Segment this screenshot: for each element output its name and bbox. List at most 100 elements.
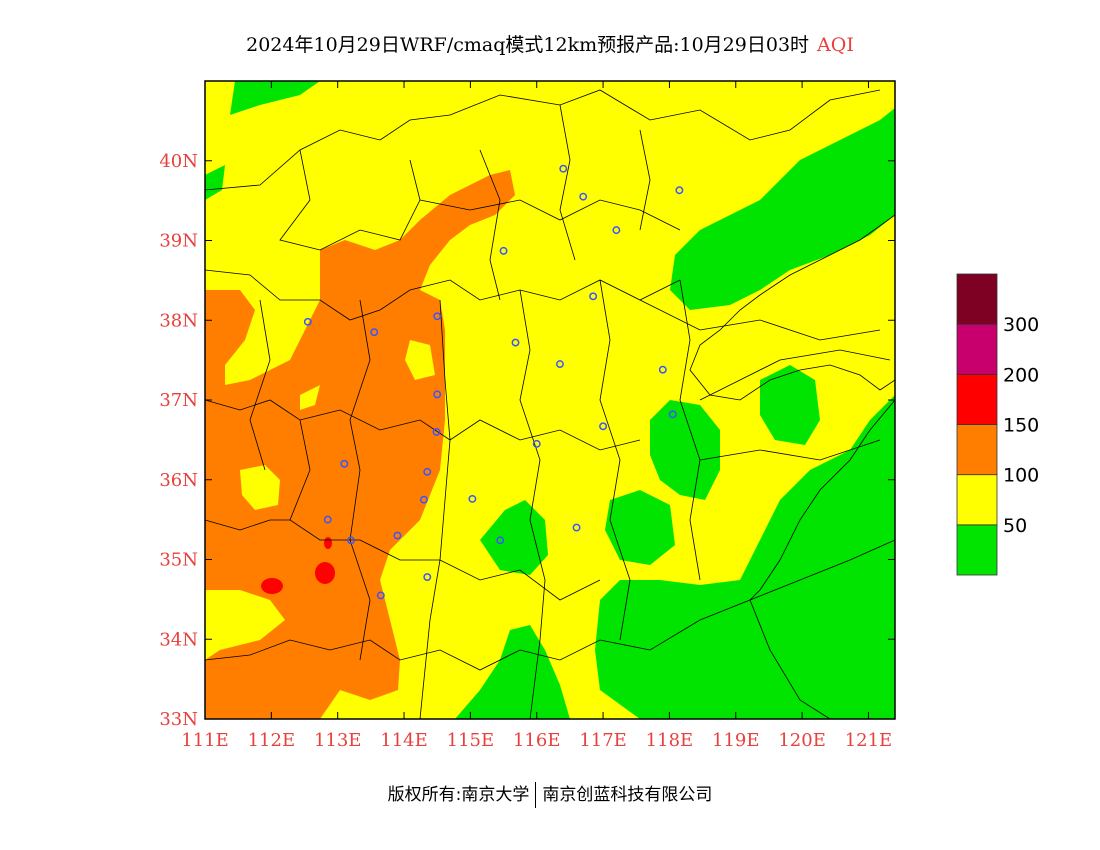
boundary-line	[349, 299, 371, 661]
aqi-region-yellow-hole-4	[405, 340, 435, 380]
footer: 版权所有:南京大学 南京创蓝科技有限公司	[0, 780, 1100, 808]
aqi-region-green-south	[455, 625, 570, 719]
station-marker	[532, 439, 541, 448]
legend-label: 100	[1003, 465, 1039, 487]
lat-tick-label: 34N	[159, 629, 198, 650]
legend-label: 50	[1003, 515, 1027, 537]
boundary-line	[205, 89, 881, 191]
station-marker	[419, 495, 428, 504]
boundary-line	[419, 299, 451, 719]
footer-company: 南京创蓝科技有限公司	[542, 785, 713, 805]
station-marker	[658, 365, 667, 374]
lat-tick-label: 38N	[159, 310, 198, 331]
station-marker	[347, 536, 355, 545]
lon-tick-label: 114E	[380, 730, 428, 751]
legend-swatch	[956, 273, 998, 325]
station-marker	[323, 515, 332, 524]
station-marker	[511, 338, 520, 347]
boundary-line	[205, 539, 895, 671]
aqi-region-yellow-hole-3	[300, 385, 320, 410]
boundary-line	[599, 279, 631, 641]
boundary-line	[205, 519, 290, 531]
aqi-region-green-central	[605, 490, 675, 565]
station-marker	[599, 422, 608, 431]
legend-label: 300	[1003, 314, 1039, 336]
boundary-line	[749, 599, 831, 719]
legend-swatch	[956, 424, 998, 476]
footer-copyright: 版权所有:南京大学	[387, 785, 530, 805]
aqi-region-green-mid	[480, 500, 548, 575]
legend-swatch	[956, 474, 998, 526]
station-marker	[499, 246, 508, 255]
boundary-line	[205, 399, 641, 451]
station-marker	[612, 226, 621, 235]
station-markers	[303, 164, 684, 600]
lon-tick-label: 117E	[579, 730, 627, 751]
boundary-line	[249, 299, 271, 471]
station-marker	[432, 427, 441, 436]
station-marker	[433, 312, 442, 321]
aqi-region-green-nw	[230, 81, 320, 115]
lat-tick-label: 35N	[159, 550, 198, 571]
station-marker	[556, 360, 564, 369]
station-marker	[675, 186, 684, 195]
station-marker	[423, 573, 432, 581]
legend-swatch	[956, 373, 998, 425]
boundary-line	[279, 149, 421, 251]
lon-tick-label: 112E	[248, 730, 296, 751]
legend-label: 200	[1003, 364, 1039, 386]
color-legend: 50 100 150 200 300	[956, 273, 1039, 576]
station-marker	[340, 459, 349, 468]
lon-tick-label: 119E	[712, 730, 760, 751]
boundary-line	[289, 419, 601, 601]
boundary-line	[559, 104, 576, 261]
lon-tick-label: 115E	[447, 730, 495, 751]
station-marker	[668, 410, 677, 419]
aqi-region-yellow-hole-2	[205, 590, 285, 660]
boundary-line	[479, 149, 501, 301]
footer-separator	[535, 782, 537, 808]
aqi-field	[205, 81, 895, 719]
lat-tick-label: 37N	[159, 390, 198, 411]
legend-label: 150	[1003, 415, 1039, 437]
aqi-region-red-1	[315, 562, 335, 584]
station-marker	[496, 536, 505, 545]
boundary-line	[639, 129, 651, 231]
aqi-region-green-shandong	[650, 400, 720, 500]
aqi-region-yellow-hole-1	[240, 465, 280, 510]
lat-axis: 33N 34N 35N 36N 37N 38N 39N 40N	[159, 151, 895, 730]
lon-tick-label: 116E	[513, 730, 561, 751]
boundary-line	[679, 279, 701, 581]
boundary-line	[519, 289, 546, 719]
station-marker	[376, 591, 385, 600]
aqi-region-green-bohai	[670, 108, 895, 310]
legend-swatch	[956, 524, 998, 576]
lat-tick-label: 40N	[159, 151, 198, 172]
admin-boundaries	[205, 89, 895, 719]
aqi-region-green-jiaodong	[760, 365, 820, 445]
coastline	[749, 399, 895, 601]
boundary-line	[639, 299, 881, 341]
station-marker	[423, 467, 432, 476]
station-marker	[579, 192, 588, 201]
boundary-line	[699, 439, 881, 461]
boundary-line	[699, 349, 891, 401]
station-marker	[559, 164, 568, 173]
station-marker	[393, 531, 402, 540]
legend-swatch	[956, 323, 998, 375]
aqi-region-red-3	[324, 537, 332, 549]
boundary-line	[419, 199, 681, 231]
aqi-region-orange-main	[205, 170, 515, 719]
lat-tick-label: 33N	[159, 709, 198, 730]
lat-tick-label: 39N	[159, 231, 198, 252]
station-marker	[370, 328, 379, 337]
lon-axis: 111E 112E 113E 114E 115E 116E 117E 118E 119E 120E…	[181, 81, 892, 751]
aqi-region-red-2	[261, 578, 283, 594]
lon-tick-label: 111E	[181, 730, 229, 751]
aqi-region-green-west-edge	[205, 165, 225, 200]
station-marker	[572, 523, 581, 532]
boundary-line	[205, 269, 681, 321]
lat-tick-label: 36N	[159, 470, 198, 491]
lon-tick-label: 121E	[845, 730, 893, 751]
